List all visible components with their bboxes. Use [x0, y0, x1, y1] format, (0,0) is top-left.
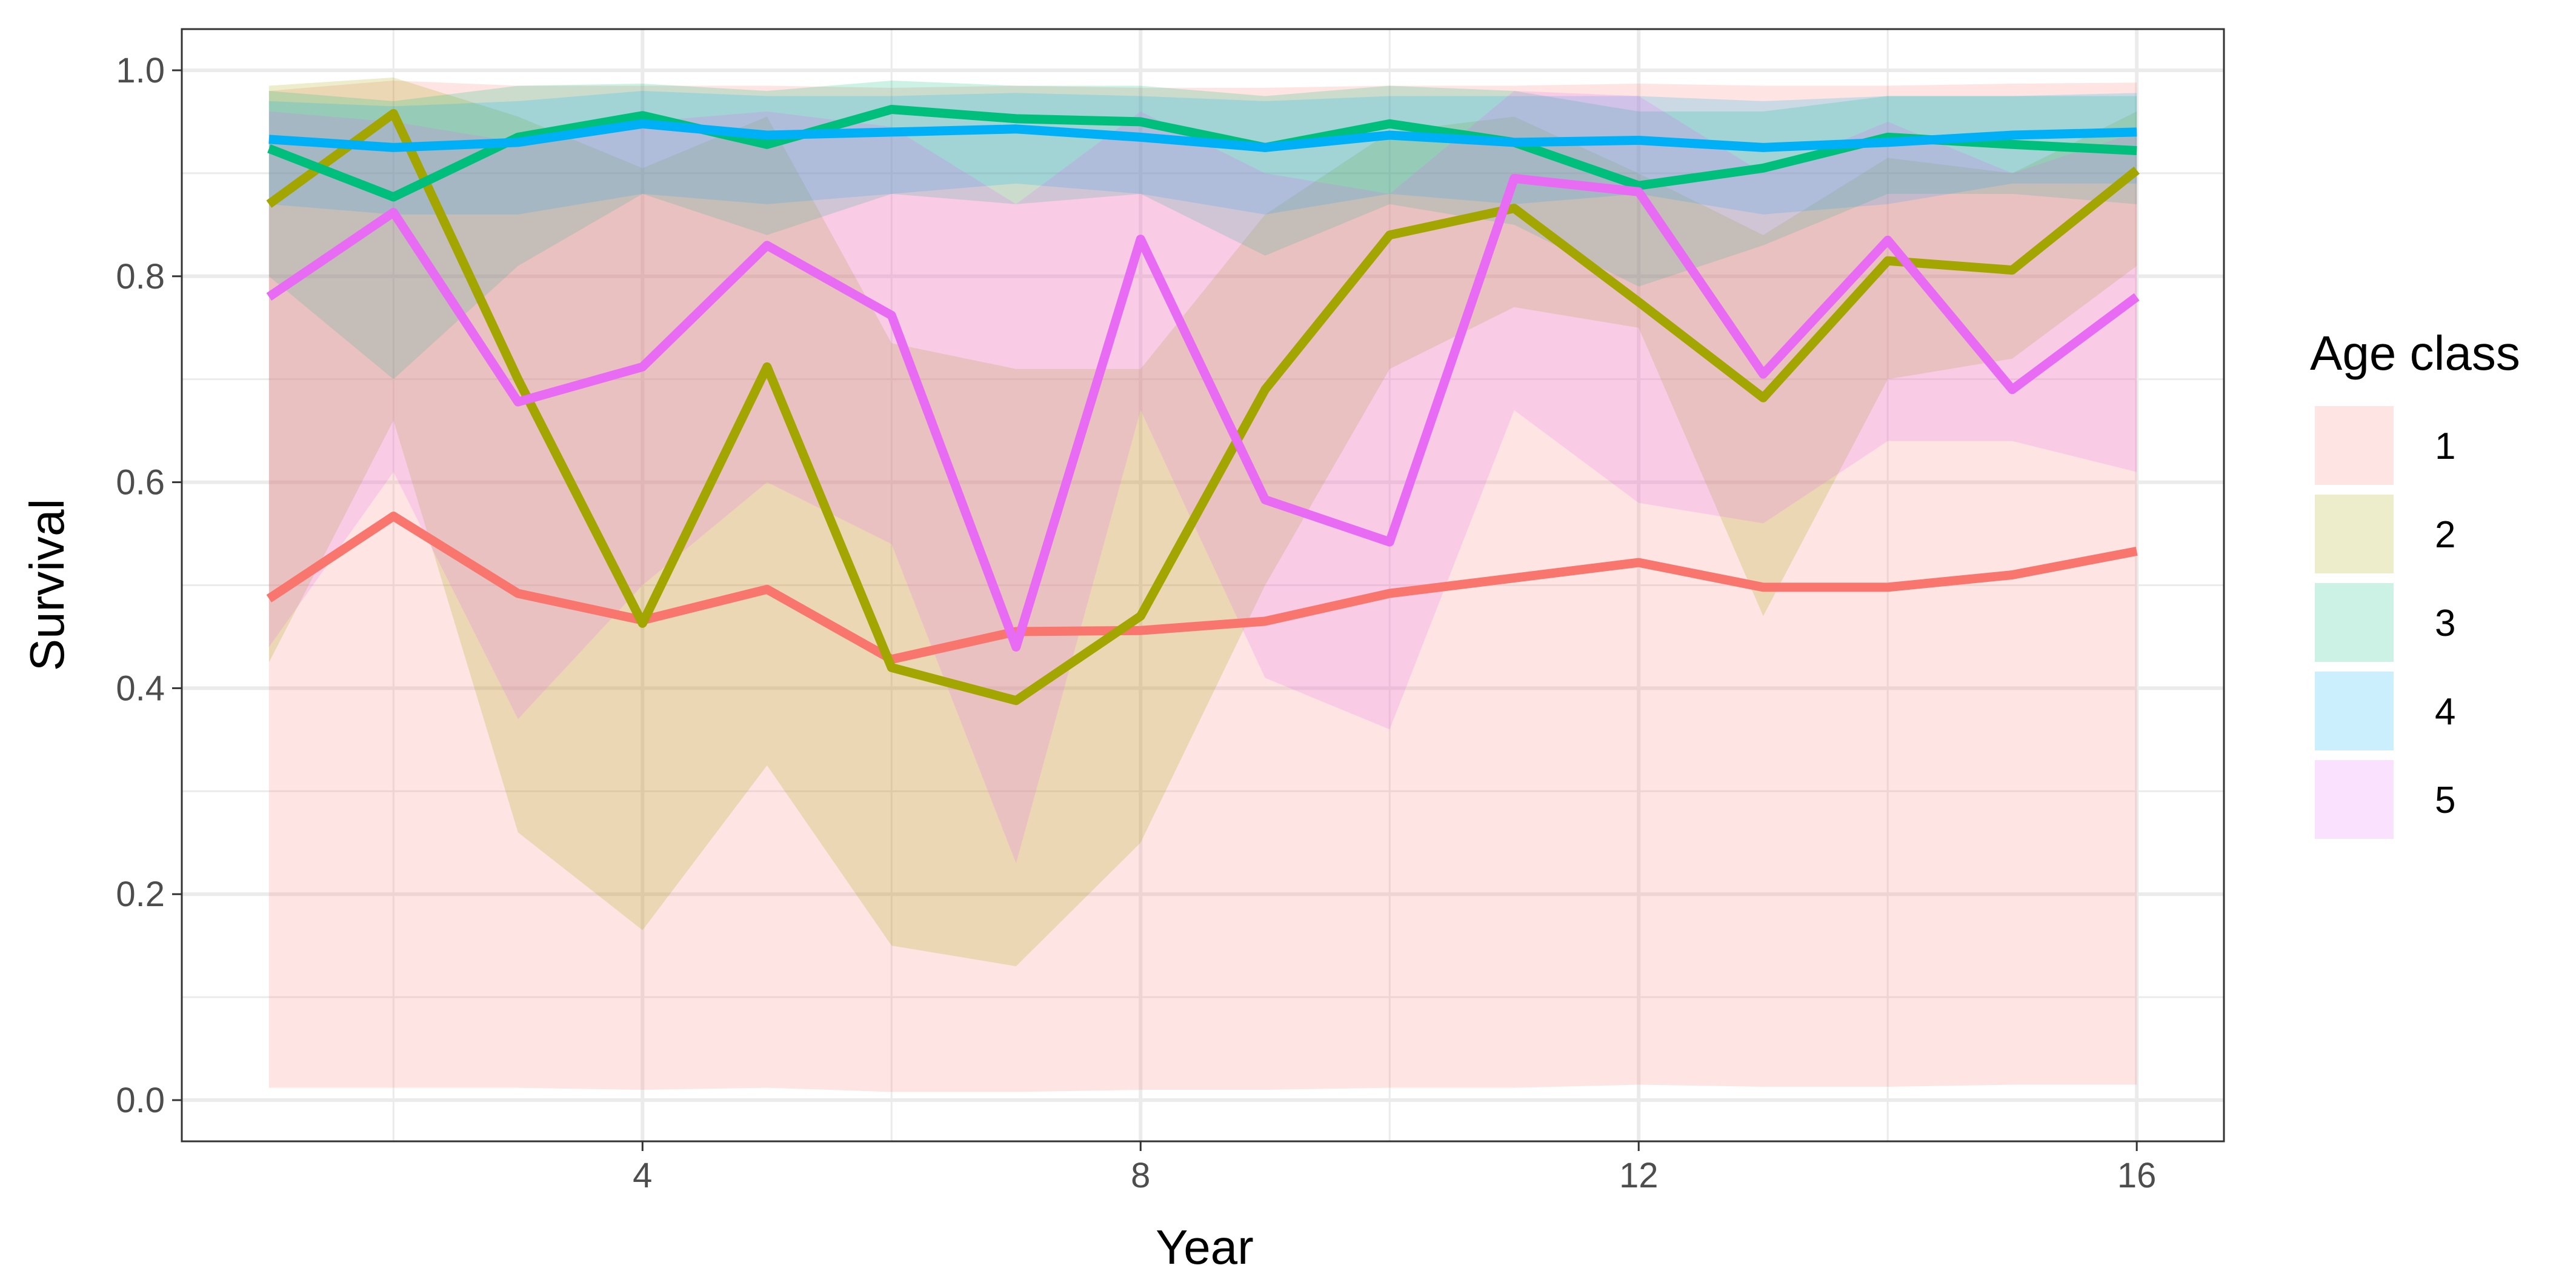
confidence-band-age-class-2 — [268, 77, 2137, 967]
y-tick-label: 0.8 — [116, 257, 165, 296]
y-tick-label: 0.6 — [116, 463, 165, 502]
x-axis-title: Year — [1156, 1220, 1254, 1274]
series-line-age-class-4 — [268, 119, 2137, 152]
legend-label: 2 — [2435, 514, 2455, 556]
x-tick-label: 4 — [633, 1156, 652, 1195]
legend-key-age-class-1 — [2315, 406, 2394, 485]
y-tick-label: 0.0 — [116, 1081, 165, 1120]
legend-label: 3 — [2435, 602, 2455, 644]
legend-key-background — [2315, 672, 2394, 750]
confidence-band-age-class-3 — [268, 80, 2137, 379]
confidence-band-age-class-1 — [268, 80, 2137, 1092]
legend-title: Age class — [2310, 326, 2520, 380]
legend-key-age-class-5 — [2315, 760, 2394, 839]
legend: Age class 1 2 3 4 5 — [2310, 326, 2520, 839]
y-axis-title: Survival — [20, 499, 74, 672]
legend-key-background — [2315, 760, 2394, 839]
y-tick-label: 0.2 — [116, 875, 165, 914]
legend-key-age-class-3 — [2315, 583, 2394, 662]
legend-key-background — [2315, 406, 2394, 485]
series-line-age-class-3 — [267, 105, 2137, 202]
x-tick-label: 12 — [1619, 1156, 1659, 1195]
legend-key-background — [2315, 583, 2394, 662]
series-line-age-class-5 — [266, 173, 2140, 652]
legend-label: 1 — [2435, 425, 2455, 467]
series-line-age-class-2 — [266, 108, 2140, 706]
legend-key-background — [2315, 495, 2394, 573]
confidence-bands — [268, 77, 2137, 1092]
x-tick-label: 8 — [1131, 1156, 1150, 1195]
y-tick-label: 0.4 — [116, 669, 165, 708]
x-tick-label: 16 — [2117, 1156, 2157, 1195]
y-tick-label: 1.0 — [116, 51, 165, 90]
series-line-age-class-1 — [266, 512, 2138, 664]
confidence-band-age-class-5 — [268, 90, 2137, 864]
legend-label: 5 — [2435, 779, 2455, 821]
legend-key-age-class-4 — [2315, 672, 2394, 750]
series-lines — [266, 105, 2140, 706]
axes: 0.0 0.2 0.4 0.6 0.8 1.0 4 8 12 16 — [116, 51, 2156, 1195]
panel-border — [181, 28, 2225, 1143]
legend-key-age-class-2 — [2315, 495, 2394, 573]
legend-label: 4 — [2435, 691, 2455, 733]
